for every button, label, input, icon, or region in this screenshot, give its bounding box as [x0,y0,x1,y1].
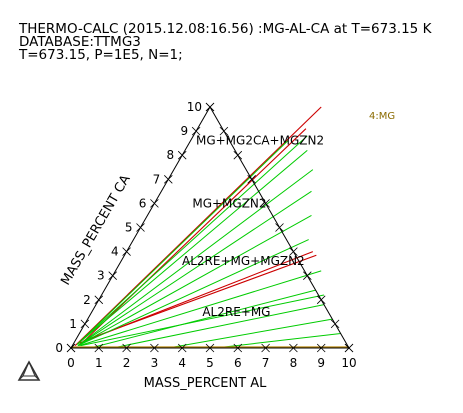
y-tick-label-3: 3 [97,269,105,283]
x-tick-label-2: 2 [123,356,131,370]
tie-line-11 [168,318,333,349]
tie-line-10 [112,304,325,349]
x-tick-mark-9 [316,343,326,353]
y-tick-label-5: 5 [125,221,133,235]
tie-line-0 [76,140,289,345]
x-tick-label-8: 8 [290,356,298,370]
y-tick-label-6: 6 [139,196,147,210]
x-axis-label: MASS_PERCENT AL [144,376,268,391]
header-line-3: T=673.15, P=1E5, N=1; [19,47,183,63]
y-tick-mark-9 [191,126,201,136]
x-tick-mark-7 [261,343,270,353]
x-tick-mark-3 [150,343,159,353]
y-tick-mark-6 [150,199,159,208]
y-tick-mark-7 [164,175,173,184]
x-tick-mark-1 [94,343,104,353]
hyp-tick-mark-2 [316,295,326,305]
tie-line-12 [215,333,341,349]
y-tick-label-0: 0 [55,341,63,355]
x-tick-label-10: 10 [341,356,356,370]
x-tick-label-0: 0 [67,356,75,370]
x-tick-label-9: 9 [317,356,325,370]
phase-boundary-0 [74,106,322,346]
y-tick-label-1: 1 [69,317,77,331]
axes [66,102,354,353]
y-tick-label-9: 9 [180,124,188,138]
y-tick-mark-4 [122,247,131,256]
x-tick-mark-4 [177,343,187,353]
x-tick-mark-8 [289,343,298,353]
x-tick-mark-10 [344,343,354,353]
y-tick-mark-8 [177,150,187,160]
x-tick-label-5: 5 [206,356,214,370]
phase-boundaries [74,106,322,346]
y-tick-mark-3 [108,271,117,280]
x-tick-label-3: 3 [151,356,159,370]
x-tick-mark-5 [205,343,215,353]
y-tick-mark-2 [94,295,104,305]
phase-boundary-3 [83,254,317,342]
y-tick-mark-1 [80,319,90,329]
tie-lines [76,135,341,349]
y-tick-label-2: 2 [83,293,91,307]
hyp-tick-mark-9 [219,126,229,136]
x-tick-mark-2 [122,343,131,353]
hyp-tick-mark-4 [289,247,298,256]
y-tick-mark-0 [66,343,76,353]
y-tick-label-10: 10 [187,100,202,114]
tie-line-2 [76,149,308,345]
hyp-tick-mark-5 [275,223,284,232]
y-tick-label-8: 8 [167,148,175,162]
tie-line-3 [77,169,314,346]
region-label-3: AL2RE+MG [202,305,270,319]
tie-line-6 [77,239,309,347]
hyp-tick-mark-3 [303,271,312,280]
y-axis-label: MASS_PERCENT CA [58,172,133,288]
x-tick-label-4: 4 [178,356,186,370]
tie-line-5 [77,215,312,347]
tie-line-1 [76,135,308,345]
y-tick-mark-5 [136,223,145,232]
y-tick-label-4: 4 [111,245,119,259]
header-line-1: THERMO-CALC (2015.12.08:16.56) :MG-AL-CA… [19,21,432,37]
x-tick-label-7: 7 [262,356,270,370]
region-label-2: AL2RE+MG+MGZN2 [182,254,305,268]
x-tick-label-6: 6 [234,356,242,370]
hyp-tick-mark-6 [261,199,270,208]
y-tick-label-7: 7 [153,172,161,186]
phase-boundary-1 [78,128,307,346]
region-label-1: MG+MGZN2 [192,196,266,210]
tie-line-9 [90,289,316,349]
legend-entry: 4:MG [369,111,395,122]
region-label-0: MG+MG2CA+MGZN2 [196,134,324,148]
x-tick-label-1: 1 [95,356,103,370]
x-tick-mark-6 [233,343,243,353]
header-line-2: DATABASE:TTMG3 [19,34,141,50]
hyp-tick-mark-10 [205,102,215,112]
tie-line-7 [79,270,322,347]
hyp-tick-mark-8 [233,150,243,160]
hyp-tick-mark-1 [330,319,340,329]
hyp-tick-mark-7 [247,175,256,184]
tie-line-8 [80,294,325,347]
tie-line-4 [77,190,312,347]
thermocalc-logo-icon [17,360,41,381]
